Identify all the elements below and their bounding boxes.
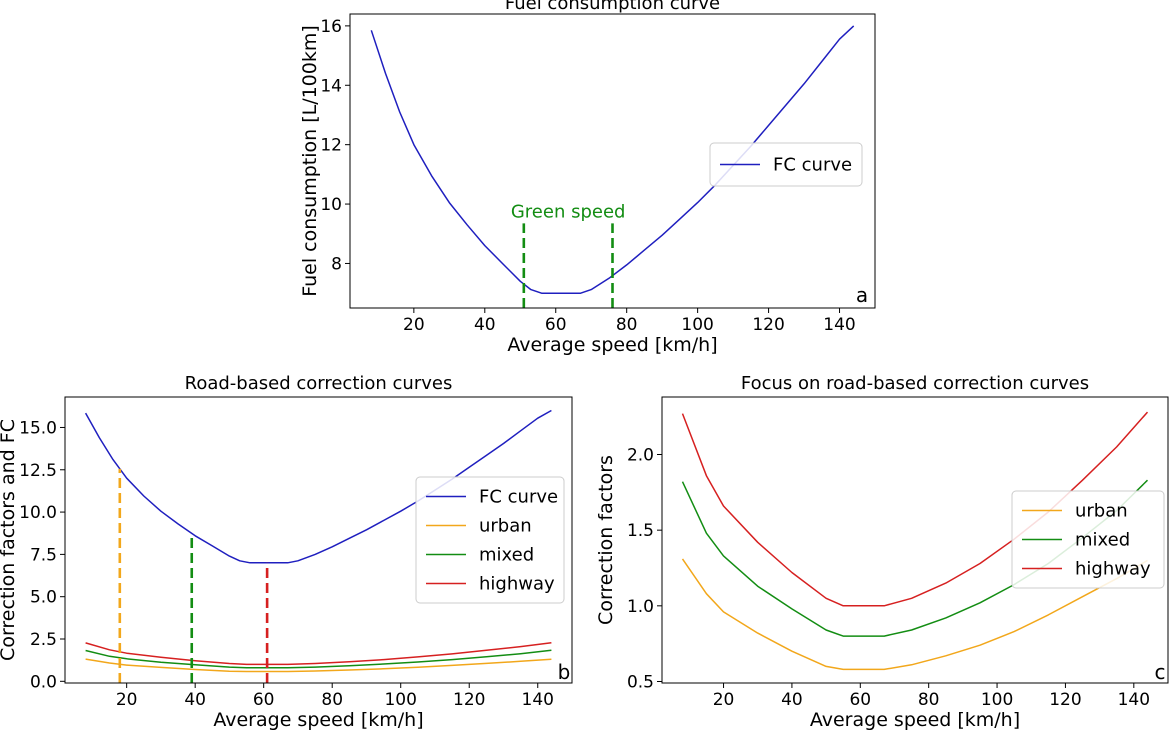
y-axis-label: Fuel consumption [L/100km]: [299, 25, 321, 297]
x-tick-label: 100: [384, 690, 416, 710]
y-axis-label: Correction factors: [595, 455, 617, 625]
legend-label: mixed: [1075, 530, 1130, 551]
y-tick-label: 0.5: [627, 672, 654, 692]
legend-label: highway: [1075, 559, 1151, 580]
y-axis-label: Correction factors and FC: [0, 419, 19, 661]
y-tick-label: 1.5: [627, 521, 654, 541]
y-tick-label: 10: [320, 195, 342, 215]
chart-panel-b: Road-based correction curves 20 40 60 80 100 1…: [0, 373, 573, 730]
y-tick-label: 5.0: [30, 588, 57, 608]
series-line-highway: [85, 641, 552, 666]
y-tick-label: 8: [331, 254, 342, 274]
legend-label: mixed: [479, 545, 534, 566]
x-tick-label: 40: [781, 690, 803, 710]
y-tick-label: 10.0: [19, 503, 57, 523]
chart-title: Focus on road-based correction curves: [741, 373, 1089, 394]
y-tick-label: 2.5: [30, 630, 57, 650]
series-line-urban: [681, 558, 1148, 671]
x-tick-label: 40: [184, 690, 206, 710]
x-tick-label: 100: [981, 690, 1013, 710]
legend-label: urban: [1075, 501, 1128, 522]
panel-label: a: [856, 283, 868, 307]
x-tick-label: 80: [616, 315, 638, 335]
annotation-label: Green speed: [511, 201, 626, 222]
x-tick-label: 20: [403, 315, 425, 335]
y-tick-label: 12.5: [19, 461, 57, 481]
y-tick-label: 15.0: [19, 418, 57, 438]
legend-box: [415, 476, 565, 604]
chart-title: Fuel consumption curve: [505, 0, 720, 14]
chart-panel-a: Fuel consumption curve Green speed 20 40 60 8…: [299, 0, 876, 356]
y-tick-label: 2.0: [627, 446, 654, 466]
x-tick-label: 140: [823, 315, 855, 335]
y-tick-label: 1.0: [627, 597, 654, 617]
x-axis-label: Average speed [km/h]: [810, 709, 1020, 730]
axes-frame: [349, 13, 876, 309]
legend: FC curve urban mixed highway: [415, 476, 565, 604]
legend-label: FC curve: [773, 155, 852, 176]
x-tick-label: 120: [752, 315, 784, 335]
series-line-urban: [85, 658, 552, 673]
axes-frame: [64, 396, 573, 684]
legend: urban mixed highway: [1011, 490, 1165, 589]
y-tick-label: 14: [320, 76, 342, 96]
y-tick-label: 7.5: [30, 545, 57, 565]
panel-label: b: [558, 660, 571, 684]
series-line-mixed: [85, 649, 552, 669]
y-tick-label: 16: [320, 17, 342, 37]
chart-panel-c: Focus on road-based correction curves 20 4…: [595, 373, 1169, 730]
y-tick-label: 0.0: [30, 672, 57, 692]
legend: FC curve: [709, 142, 863, 187]
x-tick-label: 140: [522, 690, 554, 710]
legend-box: [1011, 490, 1165, 589]
x-axis-label: Average speed [km/h]: [213, 709, 423, 730]
x-tick-label: 120: [1049, 690, 1081, 710]
chart-title: Road-based correction curves: [185, 373, 453, 394]
legend-label: highway: [479, 574, 555, 595]
x-tick-label: 80: [321, 690, 343, 710]
legend-label: FC curve: [479, 487, 558, 508]
x-tick-label: 60: [849, 690, 871, 710]
x-tick-label: 20: [116, 690, 138, 710]
x-tick-label: 80: [918, 690, 940, 710]
y-tick-label: 12: [320, 136, 342, 156]
x-axis-label: Average speed [km/h]: [507, 334, 717, 356]
panel-label: c: [1155, 660, 1166, 684]
x-tick-label: 20: [713, 690, 735, 710]
x-tick-label: 60: [545, 315, 567, 335]
axes-frame: [661, 396, 1169, 684]
series-line-fc-curve: [84, 409, 552, 564]
x-tick-label: 60: [253, 690, 275, 710]
series-line-fc-curve: [370, 25, 855, 294]
legend-box: [709, 142, 863, 187]
x-tick-label: 120: [453, 690, 485, 710]
x-tick-label: 40: [474, 315, 496, 335]
legend-label: urban: [479, 516, 532, 537]
x-tick-label: 140: [1118, 690, 1150, 710]
x-tick-label: 100: [681, 315, 713, 335]
